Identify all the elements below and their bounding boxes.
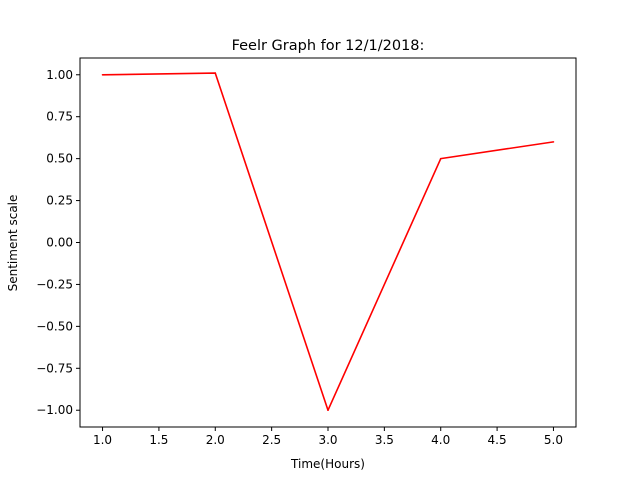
x-tick-label: 4.0 — [431, 433, 450, 447]
x-tick-label: 2.0 — [206, 433, 225, 447]
x-tick-label: 1.5 — [149, 433, 168, 447]
y-tick-label: −1.00 — [36, 403, 73, 417]
series-line — [102, 72, 554, 412]
data-point — [101, 73, 104, 76]
data-point — [327, 409, 329, 412]
x-tick-label: 5.0 — [544, 433, 563, 447]
plot-area-frame — [79, 57, 577, 428]
y-tick-label: 0.75 — [46, 110, 73, 124]
x-tick-label: 1.0 — [93, 433, 112, 447]
x-axis-label: Time(Hours) — [290, 457, 365, 471]
y-tick-label: −0.50 — [36, 319, 73, 333]
y-tick-label: 0.00 — [46, 236, 73, 250]
x-axis-ticks: 1.0 1.5 2.0 2.5 3.0 3.5 4.0 4.5 5.0 — [93, 427, 563, 447]
data-point — [439, 157, 442, 160]
data-point — [214, 72, 217, 74]
y-tick-label: 1.00 — [46, 68, 73, 82]
x-tick-label: 3.5 — [375, 433, 394, 447]
y-tick-label: 0.25 — [46, 194, 73, 208]
y-tick-label: −0.25 — [36, 277, 73, 291]
x-tick-label: 2.5 — [262, 433, 281, 447]
y-axis-label: Sentiment scale — [6, 195, 20, 292]
series-layer — [101, 72, 555, 412]
y-tick-label: −0.75 — [36, 361, 73, 375]
x-tick-label: 3.0 — [318, 433, 337, 447]
y-axis-ticks: 1.00 0.75 0.50 0.25 0.00 −0.25 −0.50 −0.75 −1.00 — [36, 68, 80, 417]
data-point — [552, 141, 555, 143]
x-tick-label: 4.5 — [488, 433, 507, 447]
y-tick-label: 0.50 — [46, 152, 73, 166]
chart-title: Feelr Graph for 12/1/2018: — [232, 38, 425, 54]
